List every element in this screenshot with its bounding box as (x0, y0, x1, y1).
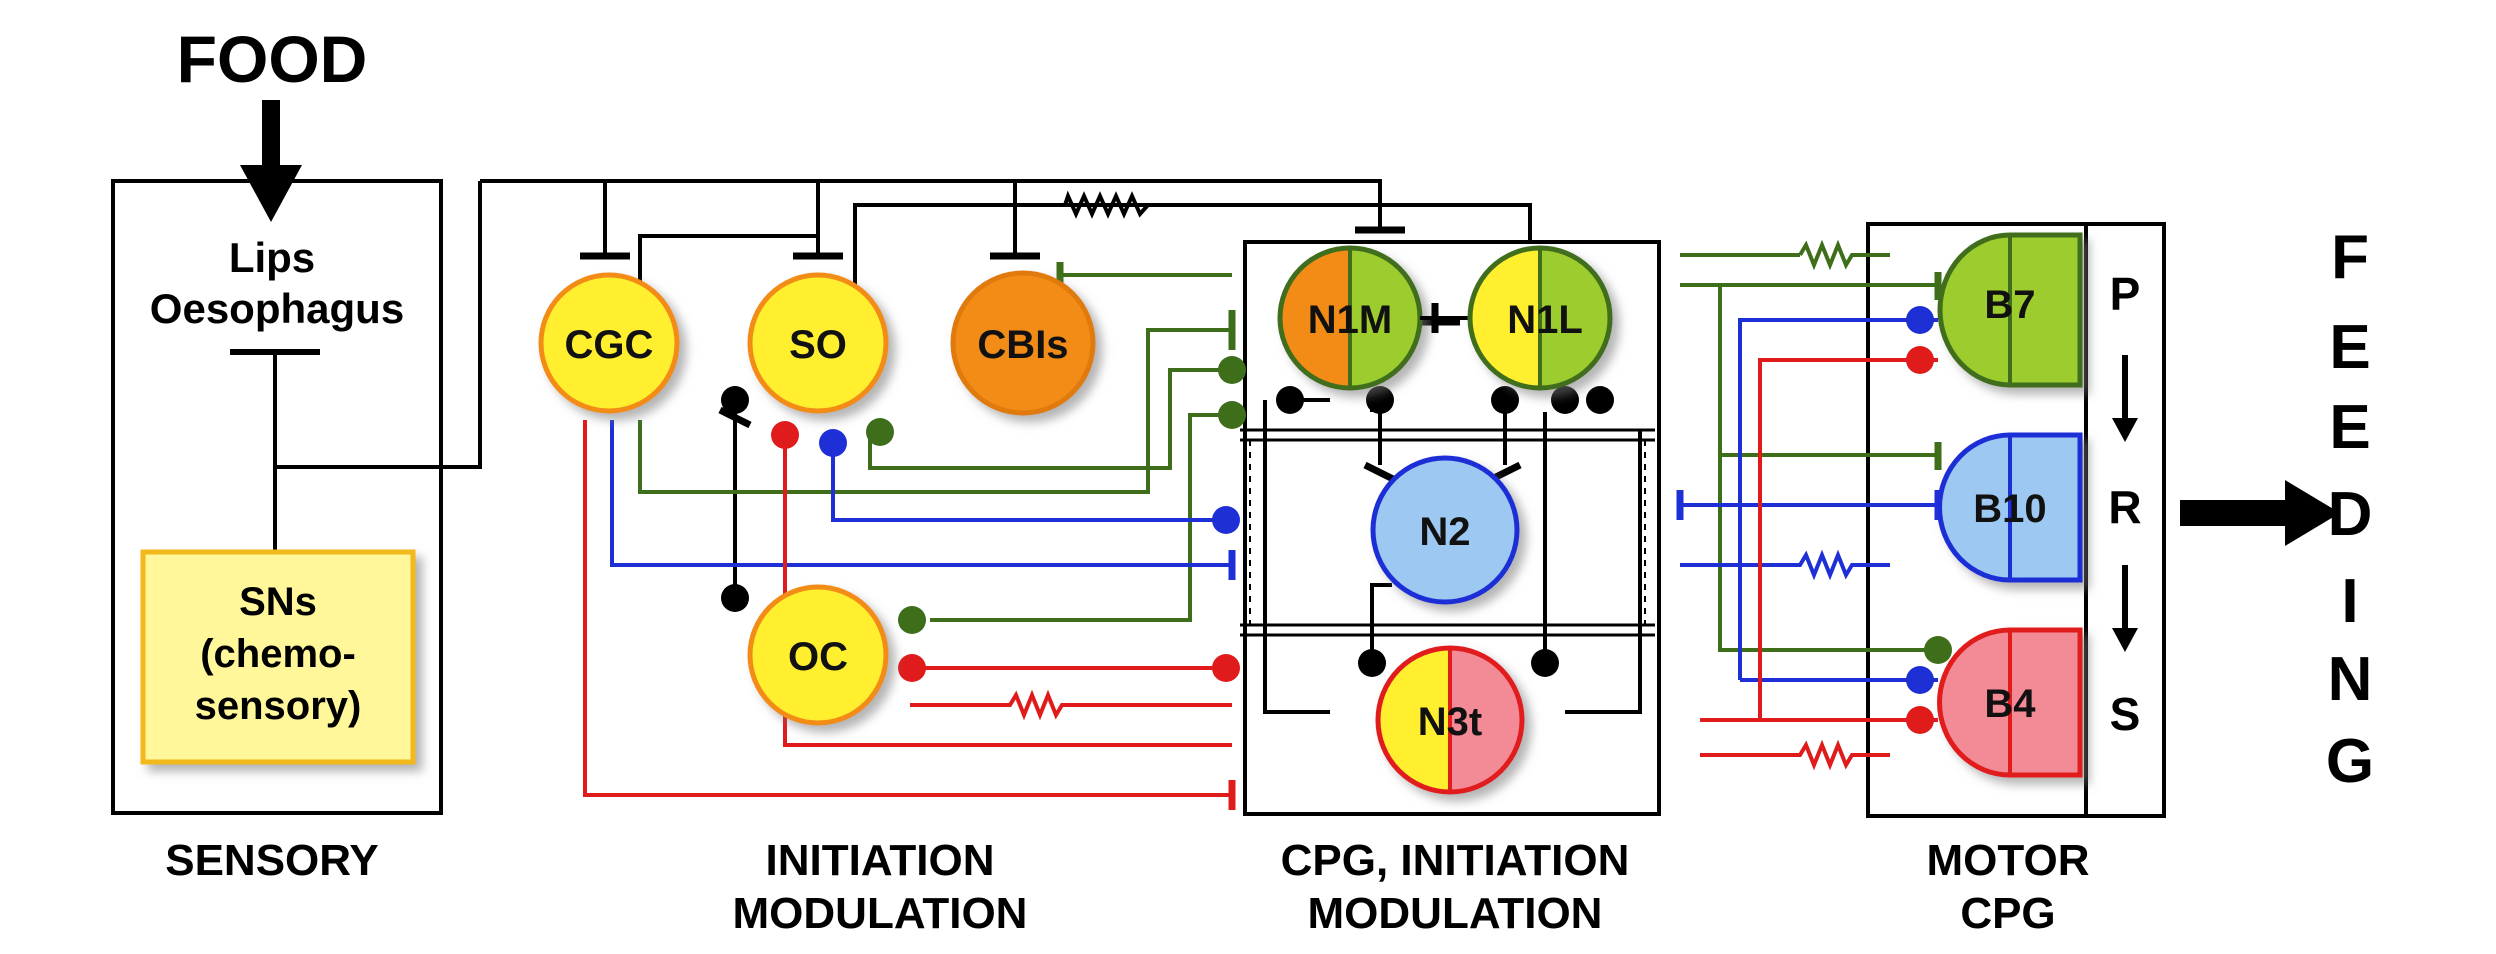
initiation-caption-line1: INITIATION (766, 836, 995, 885)
food-arrow-head (240, 165, 302, 222)
n2-label: N2 (1419, 510, 1470, 554)
phase-r: R (2108, 481, 2141, 533)
red-terminals (771, 346, 1934, 810)
feeding-letter-1: F (2331, 223, 2369, 292)
initiation-caption-line2: MODULATION (733, 889, 1028, 938)
cpg-caption-line2: MODULATION (1308, 889, 1603, 938)
n1m-label: N1M (1308, 298, 1392, 342)
so-label: SO (789, 323, 847, 367)
cgc-label: CGC (565, 323, 654, 367)
n3t-neuron (1375, 645, 1525, 795)
b7-label: B7 (1984, 283, 2035, 327)
black-wiring (480, 179, 1655, 714)
red-wiring (583, 358, 1938, 797)
b10-label: B10 (1973, 487, 2046, 531)
phase-arrow-2-head (2112, 628, 2138, 652)
so-neuron (747, 272, 889, 414)
sns-box (140, 549, 416, 765)
cgc-neuron (538, 272, 680, 414)
feeding-letter-5: I (2341, 567, 2358, 636)
n2-neuron (1370, 455, 1520, 605)
b10-neuron (1937, 432, 2083, 583)
sensory-box (111, 179, 443, 815)
food-title: FOOD (177, 22, 368, 96)
feeding-letter-2: E (2329, 313, 2370, 382)
motor-caption-line2: CPG (1960, 889, 2055, 938)
feeding-letter-6: N (2328, 645, 2373, 714)
n1m-neuron (1277, 245, 1423, 391)
sns-label-line2: (chemo- (200, 632, 356, 676)
sensory-caption: SENSORY (165, 836, 379, 885)
black-dots (721, 386, 1614, 677)
b4-label: B4 (1984, 682, 2036, 726)
n1l-neuron (1467, 245, 1613, 391)
output-arrow-head (2285, 480, 2340, 546)
phase-box (2084, 222, 2166, 818)
feeding-letter-4: D (2328, 480, 2373, 549)
cpg-caption-line1: CPG, INITIATION (1281, 836, 1630, 885)
output-arrow-shaft (2180, 500, 2290, 526)
green-wiring (638, 239, 1938, 652)
n1l-label: N1L (1507, 298, 1583, 342)
oesophagus-label: Oesophagus (150, 285, 404, 332)
phase-p: P (2110, 268, 2141, 320)
food-arrow-shaft (262, 100, 280, 170)
sns-label-line3: sensory) (195, 684, 362, 728)
sensory-output-line (275, 181, 482, 469)
feeding-letter-3: E (2329, 393, 2370, 462)
phase-arrow-1-head (2112, 418, 2138, 442)
feeding-letter-7: G (2326, 727, 2374, 796)
blue-wiring (610, 318, 1938, 682)
n3t-label: N3t (1418, 700, 1482, 744)
oc-neuron (747, 584, 889, 726)
b4-neuron (1937, 627, 2083, 778)
cpg-box (1243, 240, 1661, 816)
cbis-neuron (950, 270, 1096, 416)
lips-label: Lips (229, 234, 315, 281)
phase-s: S (2110, 688, 2141, 740)
cbis-label: CBIs (977, 323, 1068, 367)
oc-label: OC (788, 635, 848, 679)
sns-label-line1: SNs (239, 580, 317, 624)
b7-neuron (1937, 232, 2083, 388)
motor-caption-line1: MOTOR (1927, 836, 2090, 885)
